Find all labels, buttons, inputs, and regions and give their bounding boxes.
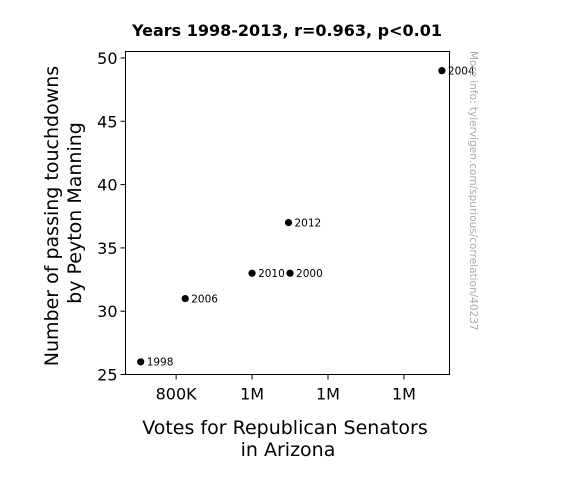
- data-point-label: 2010: [258, 268, 285, 280]
- x-axis: 800K 1M 1M 1M: [156, 374, 416, 404]
- data-point-label: 2004: [448, 65, 475, 77]
- data-point: [248, 269, 256, 277]
- x-tick-label: 1M: [392, 385, 416, 404]
- y-tick-label: 40: [97, 176, 117, 195]
- x-axis-label-line-1: Votes for Republican Senators: [142, 417, 428, 439]
- y-tick-label: 30: [97, 302, 117, 321]
- x-axis-label: Votes for Republican Senators in Arizona: [142, 417, 434, 461]
- y-axis-label: Number of passing touchdowns by Peyton M…: [41, 60, 86, 366]
- chart-title: Years 1998-2013, r=0.963, p<0.01: [131, 21, 442, 40]
- y-axis-label-line-2: by Peyton Manning: [64, 122, 86, 304]
- y-axis: 25 30 35 40 45 50: [97, 49, 126, 385]
- source-watermark: More info: tylervigen.com/spurious/corre…: [467, 51, 479, 331]
- plot-frame: [125, 51, 450, 375]
- y-tick-label: 50: [97, 49, 117, 68]
- data-point: [438, 67, 446, 75]
- data-point: [137, 358, 145, 366]
- x-tick-label: 1M: [240, 385, 264, 404]
- x-tick-label: 800K: [156, 385, 198, 404]
- data-point: [284, 218, 293, 227]
- y-tick-label: 45: [97, 112, 117, 131]
- data-point-label: 2006: [191, 293, 218, 305]
- data-point-label: 2000: [296, 268, 323, 280]
- data-point-label: 1998: [147, 357, 174, 369]
- x-axis-label-line-2: in Arizona: [241, 439, 336, 461]
- data-points: 1998 2006 2010 2000 2012 2004: [137, 65, 475, 369]
- x-tick-label: 1M: [316, 385, 340, 404]
- data-point-label: 2012: [295, 217, 322, 229]
- y-axis-label-line-1: Number of passing touchdowns: [41, 66, 63, 366]
- y-tick-label: 35: [97, 239, 117, 258]
- y-tick-label: 25: [97, 366, 117, 385]
- data-point: [286, 269, 294, 277]
- data-point: [181, 294, 189, 303]
